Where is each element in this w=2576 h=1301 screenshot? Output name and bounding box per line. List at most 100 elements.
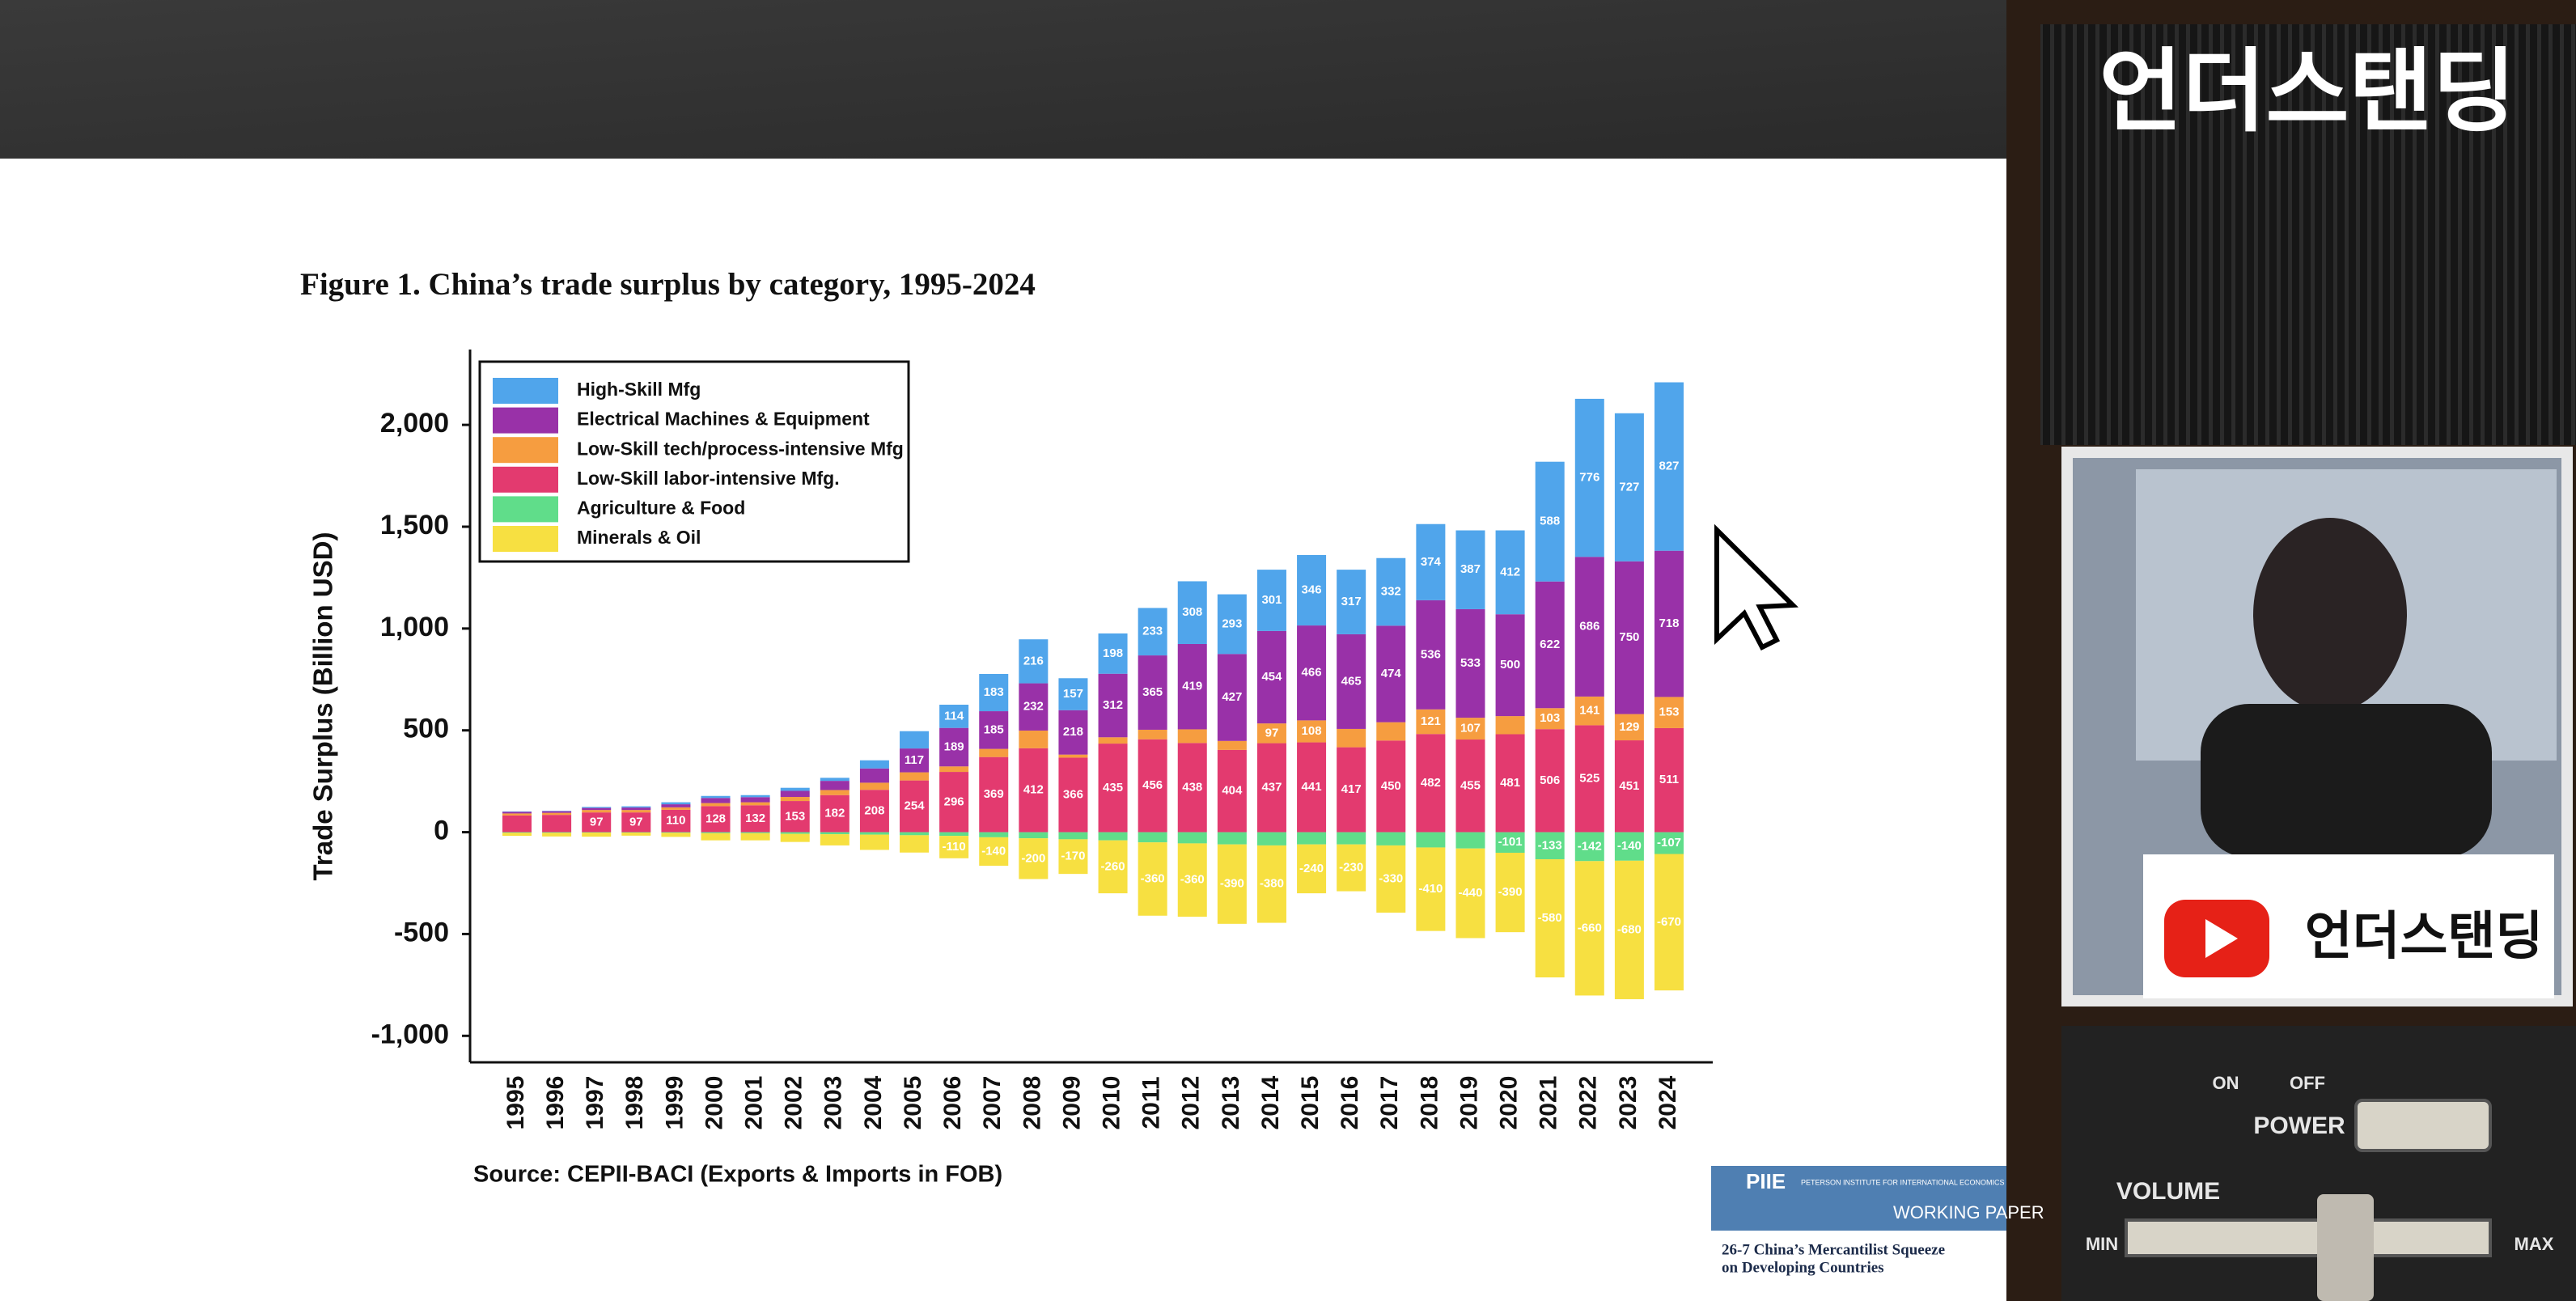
bar-segment [1614,714,1644,741]
bar-segment [780,787,810,791]
x-tick-label: 2009 [1058,1076,1085,1130]
bar-segment [1535,461,1565,582]
x-tick-label: 2015 [1297,1076,1324,1130]
data-label: 157 [1063,687,1083,701]
data-label: -580 [1538,911,1562,925]
bar-segment [1614,561,1644,714]
data-label: 97 [629,815,643,828]
legend-swatch [493,526,558,552]
legend-label: High-Skill Mfg [577,379,701,400]
paper-header [1711,1166,2006,1231]
x-tick-label: 2007 [979,1076,1006,1130]
bar-segment [1376,557,1406,626]
bar-segment [502,833,532,837]
data-label: 450 [1381,779,1401,793]
data-label: 153 [785,809,805,823]
data-label: 588 [1540,515,1560,528]
bar-segment [1138,842,1167,916]
bar-segment [582,807,612,811]
data-label: 114 [944,709,964,723]
data-label: 827 [1659,460,1679,473]
control-label: ON [2213,1073,2239,1093]
bar-segment [820,834,849,845]
bar-segment [820,790,849,795]
data-label: 441 [1302,780,1322,794]
bar-segment [1138,832,1167,843]
bar-segment [1416,709,1446,735]
data-label: 183 [984,685,1004,699]
y-tick-label: 500 [403,714,449,744]
bar-segment [661,833,691,837]
bar-segment [1455,739,1485,833]
data-label: 718 [1659,617,1679,630]
x-tick-label: 2001 [741,1076,768,1130]
bar-segment [979,837,1009,867]
data-label: -680 [1617,922,1642,936]
data-label: 317 [1341,595,1362,608]
data-label: 128 [705,812,726,825]
bar-segment [1256,743,1286,833]
bar-segment [820,778,849,782]
bar-segment [1495,716,1525,735]
data-label: 153 [1659,706,1679,719]
bar-segment [1297,832,1327,845]
bar-segment [1098,737,1128,744]
bar-segment [1019,838,1049,879]
bar-segment [1058,839,1088,875]
bar-segment [1177,743,1207,833]
bar-segment [1138,729,1167,739]
data-label: 107 [1460,722,1481,735]
bar-segment [1098,633,1128,674]
bar-segment [542,811,572,812]
x-tick-label: 2021 [1536,1076,1562,1130]
data-label: 296 [944,795,964,808]
bar-segment [1217,832,1247,845]
bar-segment [1574,696,1604,726]
y-tick-label: -1,000 [371,1019,449,1049]
bar-segment [1376,625,1406,723]
bar-segment [820,832,849,835]
bar-segment [1337,570,1366,634]
bar-segment [1416,847,1446,931]
bar-segment [1495,832,1525,853]
bar-segment [820,781,849,790]
bar-segment [1217,740,1247,750]
data-label: 727 [1619,480,1639,494]
bar-segment [1455,848,1485,939]
data-label: -107 [1657,836,1681,850]
bar-segment [701,795,731,799]
control-label: VOLUME [2116,1178,2220,1205]
data-label: 776 [1579,471,1599,485]
bar-segment [1495,852,1525,933]
data-label: 189 [944,739,964,753]
data-label: -410 [1418,882,1443,896]
bar-segment [582,812,612,833]
bar-segment [542,815,572,833]
volume-slider [2125,1218,2492,1257]
data-label: 332 [1381,585,1401,599]
bar-segment [1574,557,1604,697]
bar-segment [740,802,770,806]
paper-institute: PETERSON INSTITUTE FOR INTERNATIONAL ECO… [1801,1178,2005,1186]
bar-segment [661,807,691,810]
bar-segment [1297,742,1327,833]
data-label: 369 [984,787,1004,801]
bar-segment [1058,678,1088,710]
channel-logo: 언더스탠딩 [2099,41,2515,142]
bar-segment [621,810,651,813]
data-label: 301 [1261,593,1282,607]
data-label: 141 [1579,704,1599,718]
bar-segment [1019,832,1049,839]
bar-segment [939,766,969,773]
legend-label: Agriculture & Food [577,497,745,518]
bar-segment [1217,654,1247,741]
bar-segment [1019,683,1049,731]
data-label: -170 [1061,850,1085,863]
bar-segment [1256,832,1286,845]
data-label: -670 [1657,915,1681,929]
bar-segment [1256,570,1286,631]
bar-segment [1495,530,1525,615]
data-label: -440 [1458,886,1482,900]
x-tick-label: 2014 [1257,1075,1284,1129]
bar-segment [502,813,532,816]
